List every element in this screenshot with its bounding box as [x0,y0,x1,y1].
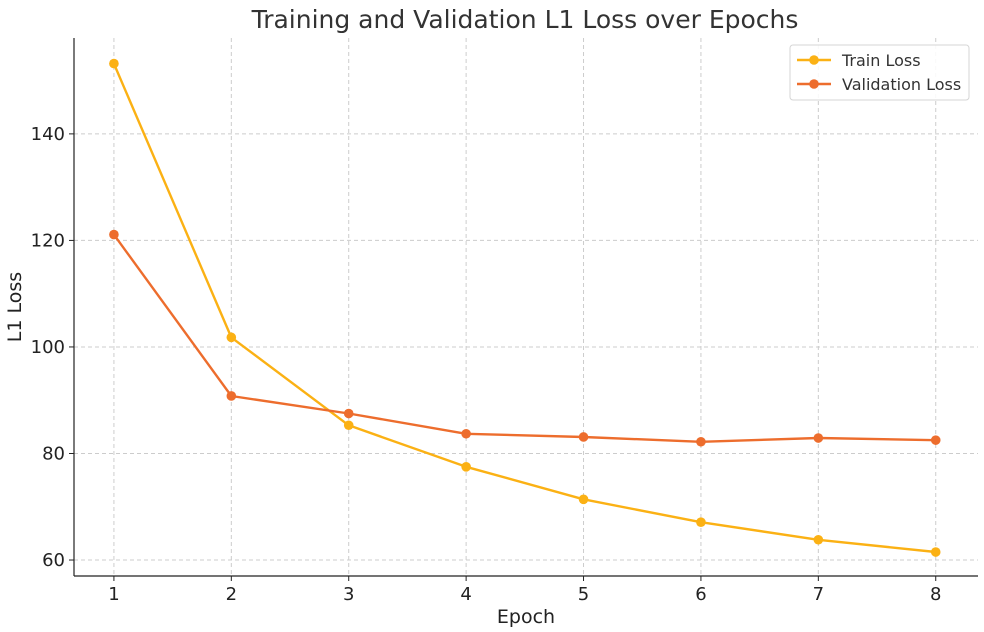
series-line-train-loss [112,63,936,554]
data-point-train-loss [461,462,471,472]
x-axis-label: Epoch [497,606,555,628]
data-point-validation-loss [461,428,471,439]
x-ticks: 1 2 3 4 5 6 7 8 [108,576,941,605]
data-point-train-loss [578,494,589,505]
legend: Train Loss Validation Loss [789,44,970,101]
y-tick-label: 100 [31,337,65,358]
x-tick-label: 3 [343,584,354,605]
x-tick-label: 5 [578,584,589,605]
data-point-validation-loss [226,391,237,401]
axes [73,38,978,577]
y-tick-label: 80 [42,443,65,464]
data-point-validation-loss [930,435,941,445]
series-line-validation-loss [112,233,936,443]
legend-label-train-loss: Train Loss [841,51,921,70]
data-point-validation-loss [813,433,824,443]
legend-marker-train-loss [809,55,819,65]
y-tick-label: 120 [31,230,65,251]
x-tick-label: 6 [695,584,706,605]
data-point-train-loss [226,332,237,343]
x-tick-label: 7 [813,584,824,605]
data-point-validation-loss [343,408,354,419]
x-tick-label: 4 [460,584,471,605]
x-tick-label: 2 [226,584,237,605]
data-point-train-loss [813,534,824,545]
legend-label-validation-loss: Validation Loss [842,75,961,94]
data-point-validation-loss [578,432,589,442]
y-axis-label: L1 Loss [4,272,26,342]
y-ticks: 60 80 100 120 140 [31,124,74,571]
chart-title: Training and Validation L1 Loss over Epo… [251,5,799,34]
data-point-validation-loss [696,436,706,447]
series-layer [109,58,941,557]
y-tick-label: 60 [42,550,65,571]
y-tick-label: 140 [31,124,65,145]
data-point-train-loss [696,517,706,527]
data-point-train-loss [930,547,941,557]
data-point-train-loss [343,420,354,431]
legend-marker-validation-loss [809,79,819,89]
data-point-train-loss [109,58,119,69]
x-tick-label: 8 [930,584,941,605]
data-point-validation-loss [109,229,119,240]
legend-box [789,44,970,101]
grid-lines [74,38,978,576]
x-tick-label: 1 [108,584,119,605]
